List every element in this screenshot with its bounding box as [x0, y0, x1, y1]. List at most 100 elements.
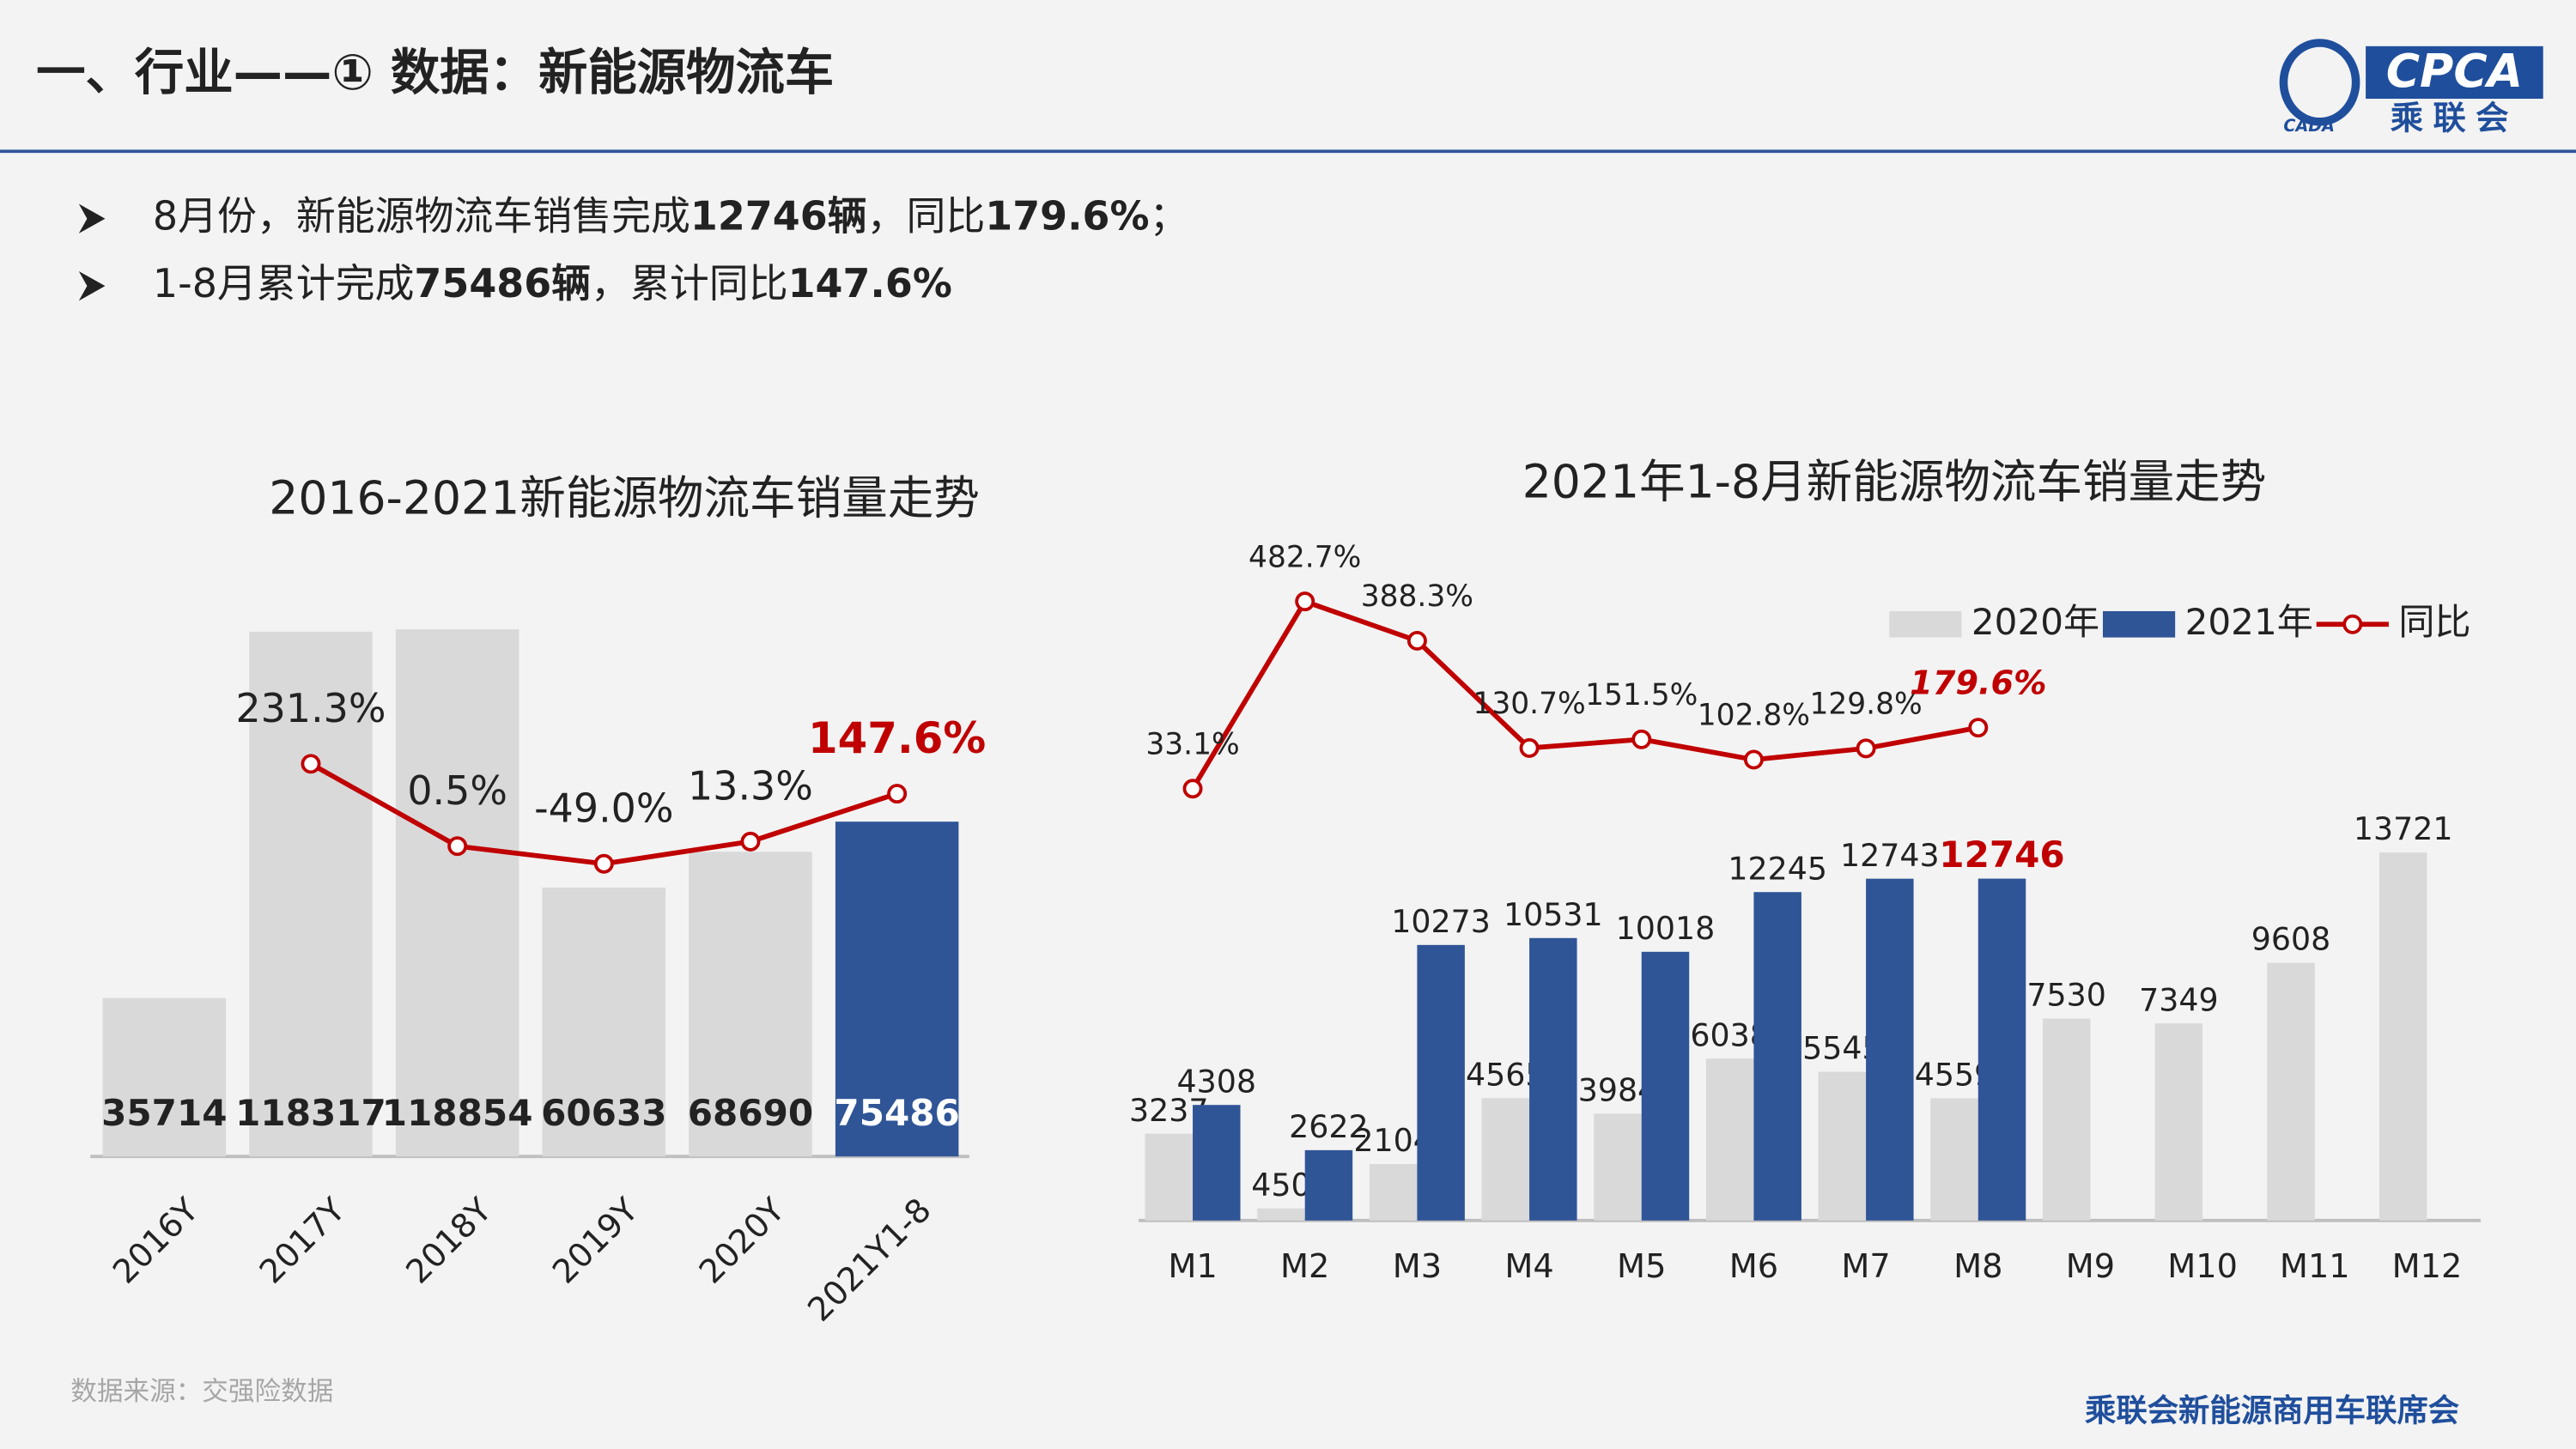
- bullet-part: 75486辆: [414, 260, 591, 306]
- bullet-part: 147.6%: [788, 260, 952, 306]
- line-value-label: 388.3%: [1361, 579, 1473, 614]
- legend-swatch: [1889, 610, 1962, 638]
- line-value-label: 151.5%: [1585, 678, 1698, 712]
- legend-label: 2020年: [1971, 601, 2099, 643]
- bar: [249, 631, 373, 1157]
- chart-title: 2016-2021新能源物流车销量走势: [269, 470, 980, 524]
- line-point: [1295, 591, 1315, 612]
- logo: CADA CPCA 乘联会: [2279, 39, 2543, 137]
- legend-swatch: [2342, 614, 2363, 634]
- logo-small: CADA: [2283, 116, 2335, 136]
- bullets: 8月份，新能源物流车销售完成12746辆，同比179.6%； 1-8月累计完成75…: [78, 192, 1188, 306]
- x-tick-label: M4: [1504, 1247, 1553, 1286]
- logo-org: 乘联会: [2391, 99, 2518, 137]
- bar: [1978, 878, 2026, 1221]
- bar: [102, 997, 227, 1157]
- bullet-text: 1-8月累计完成75486辆，累计同比147.6%: [153, 260, 952, 306]
- line-point: [1968, 718, 1989, 738]
- x-tick-label: M10: [2167, 1247, 2238, 1286]
- bullet-part: 12746辆: [690, 192, 867, 239]
- bullet-part: ，同比: [867, 192, 986, 239]
- line-point: [1743, 749, 1764, 770]
- bullet-part: 179.6%: [985, 192, 1149, 239]
- line-point: [887, 784, 908, 804]
- bar-value-label: 2622: [1289, 1108, 1369, 1145]
- slide-title: 一、行业——① 数据：新能源物流车: [36, 44, 834, 101]
- bullet-marker: [78, 270, 106, 301]
- chart-title: 2021年1-8月新能源物流车销量走势: [1522, 454, 2267, 508]
- bar-value-label: 68690: [688, 1092, 813, 1134]
- bar: [1529, 937, 1577, 1221]
- bullet-part: ，累计同比: [591, 260, 788, 306]
- bar-value-label: 10018: [1616, 910, 1716, 947]
- legend-label: 同比: [2398, 601, 2470, 643]
- line-point: [447, 836, 468, 857]
- bar-value-label: 60633: [541, 1092, 666, 1134]
- bar-value-label: 12245: [1728, 850, 1827, 887]
- x-tick-label: M8: [1953, 1247, 2002, 1286]
- bar: [1481, 1098, 1530, 1221]
- line-point: [740, 831, 761, 852]
- line-value-label: 147.6%: [808, 713, 986, 763]
- bullet-part: ；: [1149, 192, 1188, 239]
- bar-value-label: 35714: [101, 1092, 227, 1134]
- bar-value-label: 450: [1251, 1167, 1310, 1203]
- line-point: [1406, 630, 1427, 651]
- bar: [1818, 1071, 1867, 1221]
- bar-value-label: 10531: [1504, 896, 1603, 933]
- line-value-label: 13.3%: [688, 763, 813, 809]
- bar: [1753, 892, 1801, 1221]
- line-point: [1631, 729, 1652, 749]
- line-point: [1519, 737, 1540, 758]
- line: [1190, 598, 1979, 791]
- x-tick-label: M11: [2280, 1247, 2350, 1286]
- x-tick-label: M12: [2392, 1247, 2463, 1286]
- line-value-label: 0.5%: [407, 767, 507, 814]
- line-value-label: 130.7%: [1473, 687, 1585, 721]
- x-tick-label: M9: [2066, 1247, 2115, 1286]
- line-value-label: 129.8%: [1809, 688, 1922, 722]
- logo-emblem: [2279, 39, 2360, 126]
- line-value-label: 102.8%: [1698, 699, 1810, 733]
- line-point: [1182, 779, 1203, 799]
- line-point: [301, 754, 321, 774]
- bar-value-label: 7349: [2139, 981, 2219, 1018]
- bar: [2267, 962, 2315, 1221]
- bar-value-label: 75486: [834, 1092, 959, 1134]
- bar-value-label: 13721: [2354, 810, 2453, 847]
- x-tick-label: M6: [1729, 1247, 1778, 1286]
- source-note: 数据来源：交强险数据: [70, 1377, 333, 1407]
- bar: [1641, 951, 1690, 1221]
- bar-value-label: 10273: [1391, 903, 1491, 940]
- x-tick-label: M3: [1393, 1247, 1442, 1286]
- bar-value-label: 9608: [2251, 921, 2331, 958]
- bullet-part: 1-8月累计完成: [153, 260, 415, 306]
- bar: [2042, 1018, 2091, 1221]
- bar: [395, 629, 519, 1157]
- bullet-marker: [78, 203, 106, 233]
- bar-value-label: 4308: [1177, 1063, 1257, 1100]
- bar: [2379, 852, 2427, 1221]
- bar: [1193, 1105, 1241, 1221]
- line-point: [1856, 738, 1876, 759]
- bar-value-label: 118854: [382, 1092, 533, 1134]
- x-tick-label: M7: [1841, 1247, 1890, 1286]
- line-value-label: 231.3%: [235, 685, 386, 731]
- line-value-label: 33.1%: [1145, 727, 1239, 761]
- bar: [1304, 1149, 1353, 1221]
- x-tick-label: M2: [1280, 1247, 1329, 1286]
- bar: [1417, 944, 1465, 1221]
- line-point: [593, 853, 614, 874]
- legend-swatch: [2102, 610, 2176, 638]
- x-tick-label: M5: [1617, 1247, 1666, 1286]
- line-value-label: 179.6%: [1910, 664, 2046, 702]
- bullet-part: 8月份，新能源物流车销售完成: [153, 192, 690, 239]
- logo-text: CPCA: [2386, 44, 2523, 98]
- bar: [1369, 1164, 1418, 1221]
- line-value-label: -49.0%: [534, 785, 673, 832]
- bar: [1930, 1098, 1978, 1221]
- footer-org: 乘联会新能源商用车联席会: [2085, 1392, 2460, 1429]
- x-tick-label: M1: [1168, 1247, 1217, 1286]
